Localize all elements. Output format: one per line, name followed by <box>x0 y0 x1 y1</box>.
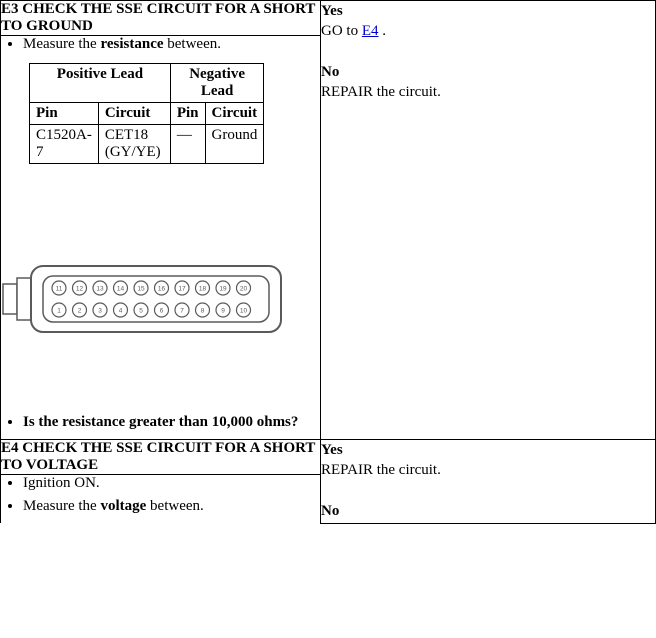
neg-pin-value: — <box>170 125 205 164</box>
e3-step-measure: Measure the resistance between. <box>23 36 320 53</box>
e4-step-ignition: Ignition ON. <box>23 475 320 492</box>
pos-circuit-value: CET18 (GY/YE) <box>98 125 170 164</box>
e3-question: Is the resistance greater than 10,000 oh… <box>23 414 320 431</box>
pos-lead-header: Positive Lead <box>30 64 171 103</box>
svg-text:19: 19 <box>219 286 227 293</box>
e4-step2-bold: voltage <box>100 498 146 514</box>
pos-circuit-header: Circuit <box>98 103 170 125</box>
e3-steps: Measure the resistance between. <box>1 36 320 53</box>
e4-step-measure: Measure the voltage between. <box>23 498 320 515</box>
e3-step1-bold: resistance <box>100 36 163 52</box>
neg-circuit-value: Ground <box>205 125 264 164</box>
e3-procedure-cell: Measure the resistance between. Positive… <box>1 36 321 440</box>
e4-yes-label: Yes <box>321 440 655 460</box>
svg-text:10: 10 <box>240 308 248 315</box>
svg-text:3: 3 <box>98 308 102 315</box>
diagnostic-table: E3 CHECK THE SSE CIRCUIT FOR A SHORT TO … <box>0 0 656 524</box>
svg-text:13: 13 <box>96 286 104 293</box>
svg-text:8: 8 <box>201 308 205 315</box>
e4-link[interactable]: E4 <box>362 23 379 39</box>
svg-text:18: 18 <box>199 286 207 293</box>
svg-text:15: 15 <box>137 286 145 293</box>
pos-pin-header: Pin <box>30 103 99 125</box>
svg-text:11: 11 <box>56 286 63 293</box>
e4-procedure-cell: Ignition ON. Measure the voltage between… <box>1 475 321 524</box>
svg-text:9: 9 <box>221 308 225 315</box>
table-row: C1520A-7 CET18 (GY/YE) — Ground <box>30 125 264 164</box>
svg-text:14: 14 <box>117 286 125 293</box>
e3-step1-post: between. <box>164 36 221 52</box>
e3-step1-pre: Measure the <box>23 36 100 52</box>
neg-pin-header: Pin <box>170 103 205 125</box>
neg-circuit-header: Circuit <box>205 103 264 125</box>
e4-step2-post: between. <box>146 498 203 514</box>
pos-pin-value: C1520A-7 <box>30 125 99 164</box>
e4-result-cell: Yes REPAIR the circuit. No <box>321 440 656 524</box>
e3-no-action: REPAIR the circuit. <box>321 82 655 102</box>
e4-header: E4 CHECK THE SSE CIRCUIT FOR A SHORT TO … <box>1 440 321 475</box>
neg-lead-header: Negative Lead <box>170 64 264 103</box>
e4-step2-pre: Measure the <box>23 498 100 514</box>
svg-text:20: 20 <box>240 286 248 293</box>
svg-text:7: 7 <box>180 308 184 315</box>
go-to-suffix: . <box>379 23 387 39</box>
e3-question-list: Is the resistance greater than 10,000 oh… <box>1 414 320 431</box>
svg-text:2: 2 <box>78 308 82 315</box>
connector-icon: 1112131415161718192012345678910 <box>1 254 291 344</box>
e3-result-cell: Yes GO to E4 . No REPAIR the circuit. <box>321 1 656 440</box>
svg-text:16: 16 <box>158 286 166 293</box>
connector-diagram: 1112131415161718192012345678910 <box>1 254 291 344</box>
e4-yes-action: REPAIR the circuit. <box>321 460 655 480</box>
e3-yes-action: GO to E4 . <box>321 21 655 41</box>
go-to-text: GO to <box>321 23 362 39</box>
svg-text:12: 12 <box>76 286 84 293</box>
measurement-table: Positive Lead Negative Lead Pin Circuit … <box>29 63 264 164</box>
svg-text:5: 5 <box>139 308 143 315</box>
e4-steps: Ignition ON. Measure the voltage between… <box>1 475 320 515</box>
svg-text:17: 17 <box>178 286 186 293</box>
yes-label: Yes <box>321 1 655 21</box>
no-label: No <box>321 62 655 82</box>
svg-text:4: 4 <box>119 308 123 315</box>
e4-no-label: No <box>321 501 655 521</box>
e3-header: E3 CHECK THE SSE CIRCUIT FOR A SHORT TO … <box>1 1 321 36</box>
svg-text:6: 6 <box>160 308 164 315</box>
svg-text:1: 1 <box>57 308 61 315</box>
